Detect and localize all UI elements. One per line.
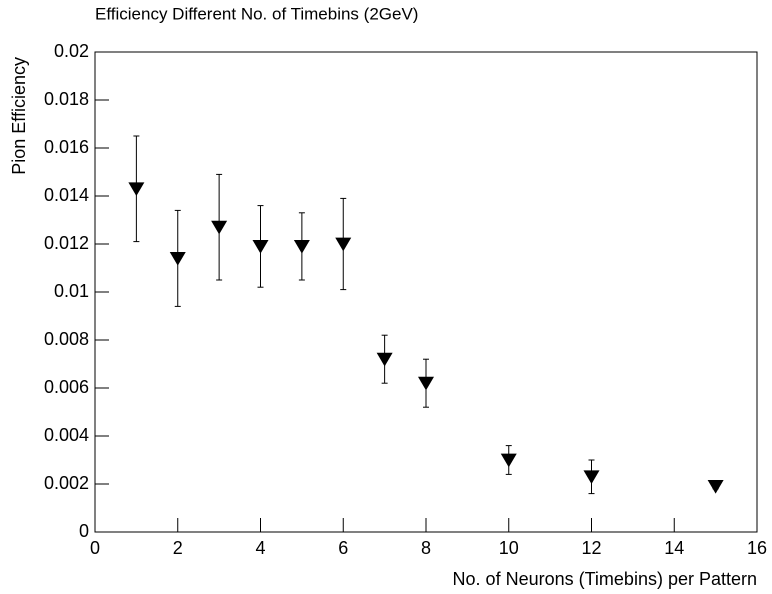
marker [293,240,310,254]
marker [252,240,269,254]
marker [707,480,724,494]
marker [169,252,186,266]
y-tick-label: 0.002 [44,473,89,493]
marker [128,182,145,196]
chart-title: Efficiency Different No. of Timebins (2G… [95,4,418,23]
marker [583,470,600,484]
marker [211,220,228,235]
y-tick-label: 0.02 [54,41,89,61]
x-tick-label: 8 [421,538,431,558]
plot-frame [94,51,758,533]
x-tick-label: 0 [90,538,100,558]
y-tick-label: 0.012 [44,233,89,253]
x-tick-label: 10 [499,538,519,558]
marker [376,352,393,367]
y-tick-label: 0.006 [44,377,89,397]
marker [500,453,517,468]
y-axis-label: Pion Efficiency [9,57,29,175]
x-tick-label: 16 [747,538,767,558]
y-tick-label: 0.004 [44,425,89,445]
y-tick-label: 0.014 [44,185,89,205]
y-tick-label: 0 [79,521,89,541]
x-tick-label: 14 [664,538,684,558]
marker [335,237,352,252]
y-tick-label: 0.016 [44,137,89,157]
x-tick-label: 2 [173,538,183,558]
marker [418,376,434,391]
x-axis-label: No. of Neurons (Timebins) per Pattern [453,569,757,589]
x-tick-label: 4 [255,538,265,558]
y-tick-label: 0.01 [54,281,89,301]
y-tick-label: 0.008 [44,329,89,349]
x-tick-label: 6 [338,538,348,558]
y-tick-label: 0.018 [44,89,89,109]
x-tick-label: 12 [581,538,601,558]
